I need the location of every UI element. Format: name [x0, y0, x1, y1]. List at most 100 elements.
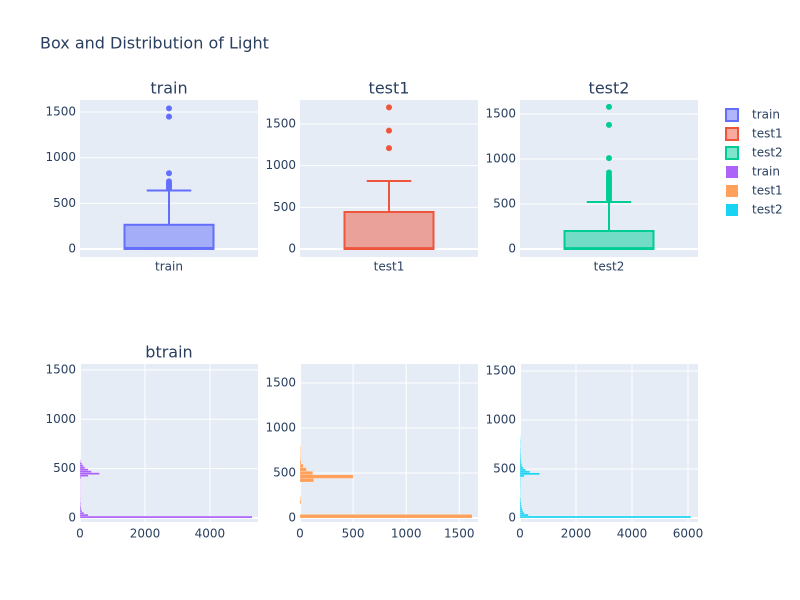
histogram-bar: [519, 470, 530, 473]
histogram-bar: [519, 439, 521, 442]
y-tick-label: 0: [508, 241, 516, 255]
y-tick-label: 1000: [265, 421, 296, 435]
histogram-bar: [519, 457, 521, 460]
box: [123, 223, 215, 250]
y-tick-label: 500: [493, 461, 516, 475]
histogram-bar: [79, 462, 83, 465]
plot-area: [300, 364, 478, 522]
histogram-bar: [519, 478, 521, 481]
subplot-title: train: [150, 79, 187, 98]
x-tick-label: 500: [342, 527, 365, 541]
histogram-bar: [519, 462, 522, 466]
x-tick-label: 2000: [130, 527, 161, 541]
box: [343, 211, 435, 250]
legend-swatch: [726, 166, 738, 178]
y-tick-label: 500: [273, 200, 296, 214]
histogram-bar: [519, 455, 521, 458]
y-tick-label: 1500: [265, 375, 296, 389]
y-tick-label: 500: [53, 196, 76, 210]
legend-label: test1: [752, 184, 783, 198]
x-tick-label: 4000: [617, 527, 648, 541]
histogram-bar: [519, 504, 522, 507]
y-tick-label: 500: [53, 461, 76, 475]
outlier: [386, 104, 392, 111]
x-tick-label: train: [155, 260, 183, 274]
histogram-bar: [299, 471, 313, 475]
outlier: [166, 178, 172, 185]
histogram-bar: [519, 506, 522, 509]
outlier: [386, 145, 392, 152]
legend-swatch: [726, 185, 738, 197]
legend-label: test2: [752, 203, 783, 217]
plot-area: [520, 364, 698, 522]
histogram-bar: [79, 468, 89, 471]
outlier: [606, 103, 612, 110]
plot-area: [80, 364, 258, 522]
histogram-bar: [79, 502, 81, 505]
subplot-title: test2: [589, 79, 630, 98]
histogram-bar: [299, 456, 301, 461]
outlier: [386, 127, 392, 134]
histogram-bar: [299, 453, 301, 457]
x-tick-label: 0: [76, 527, 84, 541]
histogram-bar: [519, 451, 521, 454]
histogram-bar: [79, 506, 82, 509]
histogram-bar: [519, 482, 521, 485]
histogram-bar: [79, 476, 82, 479]
x-tick-label: test1: [374, 260, 405, 274]
histogram-bar: [519, 441, 521, 444]
y-tick-label: 0: [288, 242, 296, 256]
legend-swatch: [725, 146, 739, 160]
x-tick-label: test2: [594, 260, 625, 274]
histogram-bar: [299, 496, 301, 501]
legend-label: test2: [752, 146, 783, 160]
outlier: [166, 113, 172, 120]
histogram-bar: [79, 474, 89, 477]
histogram-bar: [299, 445, 301, 450]
histogram-bar: [299, 467, 307, 472]
histogram-bar: [299, 474, 354, 479]
x-tick-label: 0: [516, 527, 524, 541]
chart-title: Box and Distribution of Light: [40, 34, 269, 53]
histogram-bar: [519, 464, 523, 468]
histogram-bar: [519, 486, 521, 489]
histogram-bar: [519, 512, 525, 515]
histogram-bar: [79, 464, 84, 467]
x-tick-label: 1500: [444, 527, 475, 541]
histogram-bar: [519, 484, 521, 487]
x-tick-label: 0: [296, 527, 304, 541]
histogram-bar: [79, 470, 92, 473]
y-tick-label: 1000: [485, 152, 516, 166]
histogram-bar: [79, 508, 82, 511]
histogram-bar: [519, 466, 524, 470]
histogram-bar: [519, 494, 521, 497]
histogram-bar: [299, 449, 301, 454]
y-tick-label: 1000: [45, 412, 76, 426]
histogram-bar: [299, 499, 302, 504]
histogram-bar: [79, 510, 83, 513]
histogram-bar: [519, 490, 521, 493]
histogram-bar: [519, 498, 521, 501]
histogram-bar: [519, 488, 521, 491]
x-tick-label: 4000: [195, 527, 226, 541]
outlier: [606, 121, 612, 128]
histogram-bar: [519, 476, 521, 479]
legend-swatch: [725, 108, 739, 122]
x-tick-label: 2000: [561, 527, 592, 541]
legend-label: test1: [752, 127, 783, 141]
y-tick-label: 0: [288, 511, 296, 525]
y-tick-label: 500: [493, 197, 516, 211]
histogram-bar: [519, 459, 522, 462]
histogram-bar: [519, 502, 522, 505]
histogram-bar: [79, 512, 84, 515]
y-tick-label: 1500: [485, 107, 516, 121]
histogram-bar: [79, 472, 100, 475]
histogram-bar: [519, 443, 521, 446]
histogram-bar: [519, 510, 523, 513]
histogram-bar: [299, 463, 304, 468]
outlier: [606, 169, 612, 176]
histogram-bar: [519, 461, 522, 464]
y-tick-label: 1000: [485, 412, 516, 426]
histogram-bar: [299, 460, 302, 465]
y-tick-label: 1500: [45, 105, 76, 119]
